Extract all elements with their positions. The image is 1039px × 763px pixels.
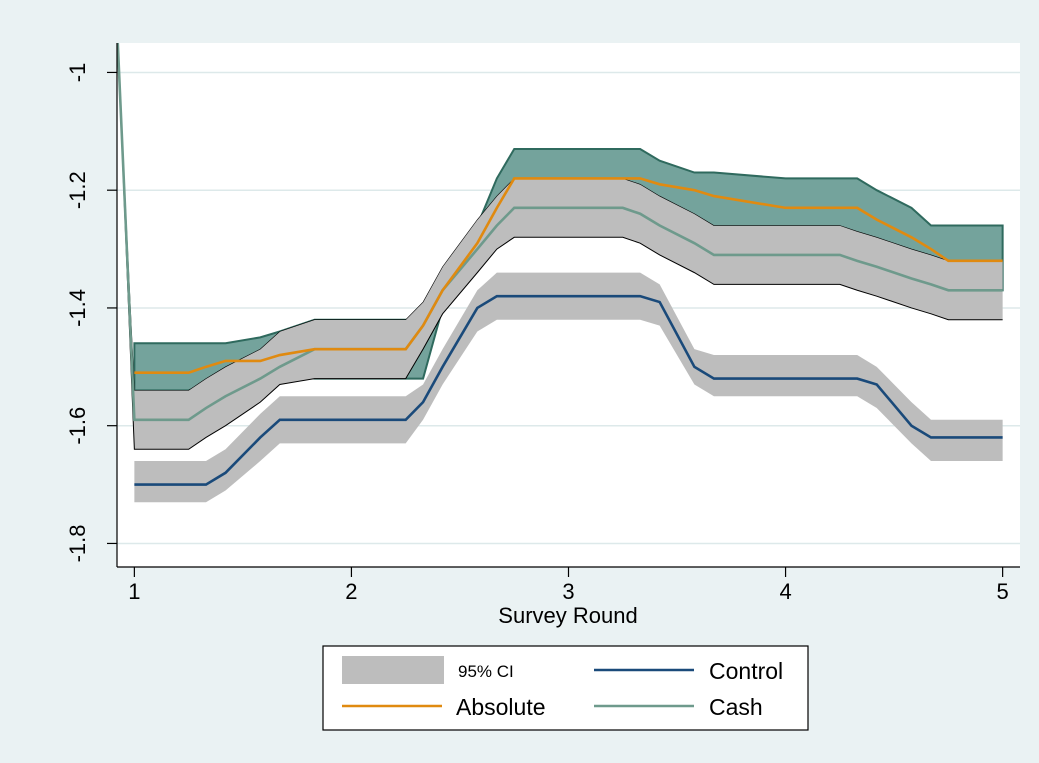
axes: -1.8 -1.6 -1.4 -1.2 -1 1 2 3 4 5 xyxy=(65,43,1020,604)
x-tick-label: 2 xyxy=(345,579,357,604)
y-tick-label: -1.4 xyxy=(65,289,90,327)
x-tick-label: 1 xyxy=(128,579,140,604)
legend-cash-label: Cash xyxy=(709,694,763,720)
legend-absolute-label: Absolute xyxy=(456,694,546,720)
ci-band-cash xyxy=(117,43,1003,450)
legend: 95% CI Control Absolute Cash xyxy=(322,645,809,731)
ci-band-cash-lower-edge xyxy=(117,43,1003,450)
x-axis-title: Survey Round xyxy=(498,603,637,628)
series-line-control xyxy=(134,294,1003,486)
y-tick-label: -1 xyxy=(65,63,90,83)
x-tick-label: 5 xyxy=(997,579,1009,604)
legend-control-label: Control xyxy=(709,658,783,684)
y-tick-label: -1.8 xyxy=(65,524,90,562)
legend-ci-label: 95% CI xyxy=(458,662,514,681)
series-line-absolute xyxy=(134,177,1003,375)
ci-band-control xyxy=(134,272,1003,503)
x-tick-label: 3 xyxy=(562,579,574,604)
series-line-cash xyxy=(117,43,1003,422)
y-tick-label: -1.6 xyxy=(65,407,90,445)
y-tick-label: -1.2 xyxy=(65,171,90,209)
series-lines xyxy=(117,43,1003,486)
legend-ci-swatch xyxy=(342,656,444,684)
x-tick-label: 4 xyxy=(779,579,791,604)
